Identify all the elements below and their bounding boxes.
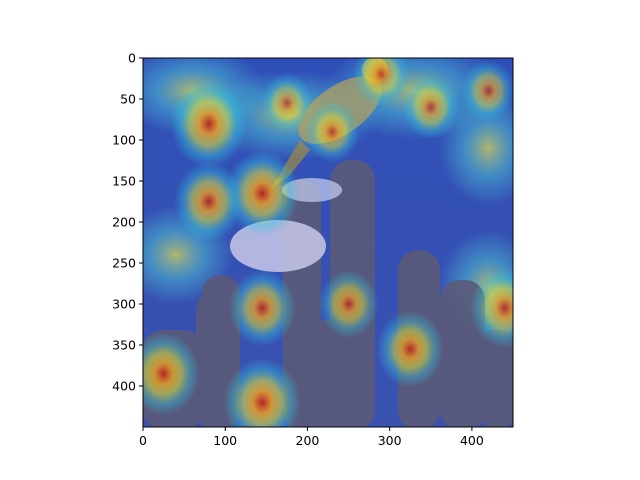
y-tick-label: 200 xyxy=(112,215,136,230)
y-tick-label: 400 xyxy=(112,379,136,394)
plot-area xyxy=(143,58,513,427)
heatmap-hotspot xyxy=(376,310,444,388)
x-tick-label: 0 xyxy=(139,433,147,448)
y-tick-label: 100 xyxy=(112,133,136,148)
heatmap-hotspot xyxy=(469,268,513,349)
heatmap-hotspot xyxy=(224,150,300,237)
x-tick-label: 100 xyxy=(213,433,237,448)
heatmap-hotspot xyxy=(353,58,410,107)
y-tick-label: 50 xyxy=(120,92,136,107)
heatmap-hotspot xyxy=(223,357,301,427)
x-tick-label: 300 xyxy=(378,433,402,448)
y-tick-label: 350 xyxy=(112,338,136,353)
y-tick-label: 150 xyxy=(112,174,136,189)
x-tick-label: 400 xyxy=(460,433,484,448)
y-tick-label: 250 xyxy=(112,256,136,271)
heatmap-hotspot xyxy=(228,269,296,347)
y-tick-label: 0 xyxy=(128,51,136,66)
heatmap-hotspot xyxy=(318,269,379,339)
heatmap-hotspot xyxy=(173,161,244,242)
cactus-lower-mid xyxy=(305,320,360,427)
heatmap-hotspot xyxy=(170,79,248,169)
heatmap-hotspot xyxy=(261,73,313,133)
y-tick-label: 300 xyxy=(112,297,136,312)
y-axis: 0 50 100 150 200 250 300 350 400 xyxy=(112,51,143,394)
heatmap-hotspot xyxy=(461,59,513,122)
axes-frame xyxy=(142,57,514,428)
x-tick-label: 200 xyxy=(296,433,320,448)
heatmap-hotspot xyxy=(143,332,200,416)
heatmap-hotspot xyxy=(305,100,360,163)
cactus-right-3 xyxy=(480,330,513,427)
heatmap-hotspot xyxy=(402,74,460,140)
x-axis: 0 100 200 300 400 xyxy=(139,427,484,448)
hotspot-layer xyxy=(143,58,513,427)
